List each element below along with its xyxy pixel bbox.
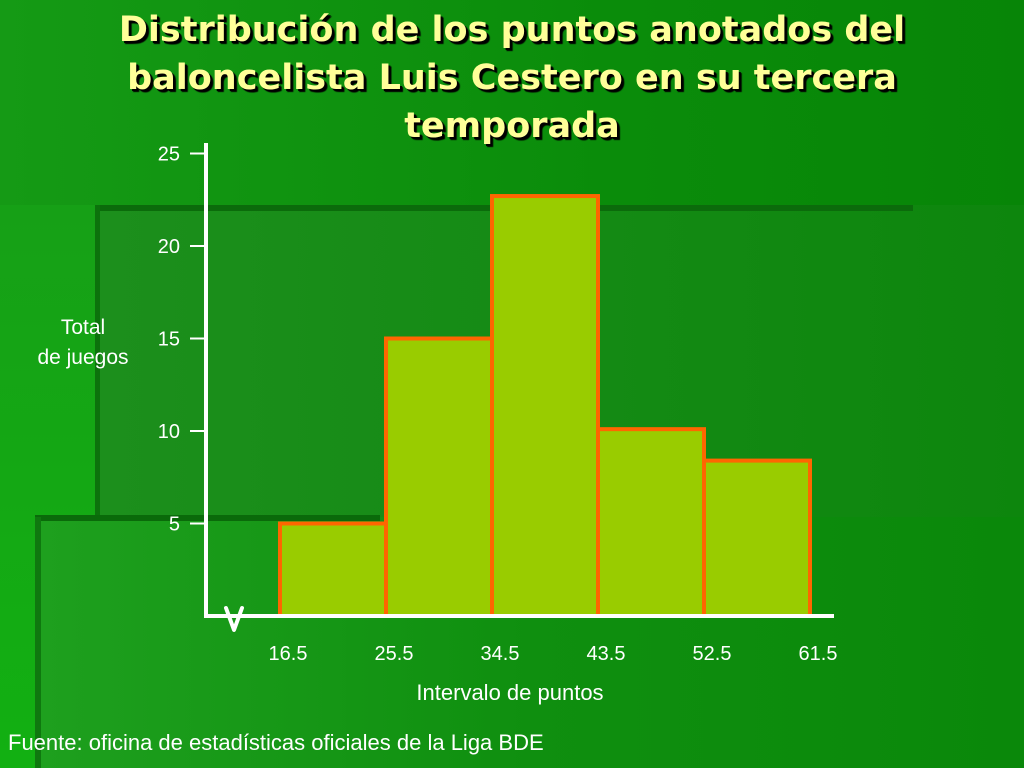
x-tick-label: 16.5 xyxy=(269,643,308,665)
y-axis-label-line-2: de juegos xyxy=(37,346,129,369)
background-band-top xyxy=(0,0,1024,205)
x-tick-label: 43.5 xyxy=(587,643,626,665)
x-axis-tick-labels: 16.5 25.5 34.5 43.5 52.5 61.5 xyxy=(269,643,838,665)
x-tick-label: 61.5 xyxy=(799,643,838,665)
background-shadow-edge-left xyxy=(95,205,100,517)
histogram-bar xyxy=(278,521,388,618)
y-tick-label: 25 xyxy=(158,144,180,166)
y-axis-label: Total de juegos xyxy=(28,313,138,373)
histogram-bar xyxy=(596,427,706,618)
bars-group xyxy=(278,194,812,619)
x-tick-label: 25.5 xyxy=(375,643,414,665)
axis-break-symbol xyxy=(224,606,244,632)
y-tick-label: 10 xyxy=(158,421,180,443)
y-axis-label-line-1: Total xyxy=(60,316,106,339)
x-tick-label: 52.5 xyxy=(693,643,732,665)
x-tick-label: 34.5 xyxy=(481,643,520,665)
histogram-bar xyxy=(384,336,494,618)
slide-title: Distribución de los puntos anotados del … xyxy=(118,10,906,146)
source-note: Fuente: oficina de estadísticas oficiale… xyxy=(8,730,544,755)
y-tick-label: 15 xyxy=(158,329,180,351)
y-tick-label: 20 xyxy=(158,236,180,258)
histogram-bar xyxy=(490,194,600,619)
y-axis-ticks: 5 10 15 20 25 xyxy=(158,144,206,536)
x-axis-label: Intervalo de puntos xyxy=(416,680,604,705)
y-tick-label: 5 xyxy=(169,514,180,536)
background-shadow-edge-lower-left xyxy=(35,517,41,768)
histogram-bar xyxy=(702,458,812,618)
